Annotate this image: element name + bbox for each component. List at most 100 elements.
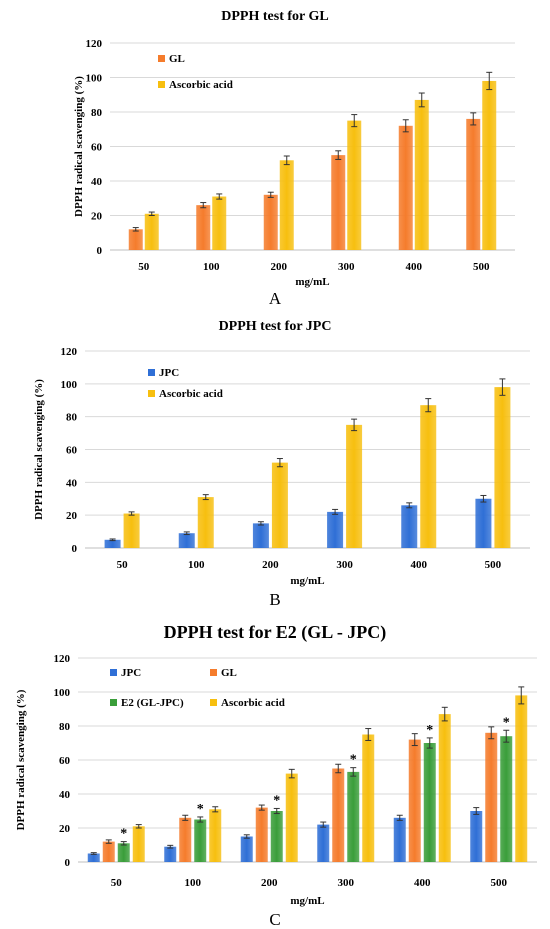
- chart-b-y-tick-label: 0: [72, 543, 78, 555]
- chart-b-y-axis-label: DPPH radical scavenging (%): [33, 379, 45, 520]
- legend-entry-label: Ascorbic acid: [221, 697, 285, 709]
- chart-c-y-tick-label: 0: [65, 857, 71, 869]
- chart-c-x-tick-label: 300: [338, 877, 355, 889]
- bar-ascorbic-acid-400: [420, 405, 437, 548]
- bar-gl-100: [196, 205, 211, 250]
- chart-b-svg: DPPH test for JPC 0 20 40 60 80 100 120 50 100 200…: [33, 319, 530, 609]
- chart-b-x-tick-label: 100: [188, 559, 205, 571]
- legend-entry-label: JPC: [159, 367, 179, 379]
- legend-swatch: [148, 390, 155, 397]
- bar-gl-500: [485, 732, 498, 862]
- chart-c-x-tick-label: 50: [111, 877, 123, 889]
- bar-ascorbic-acid-500: [494, 387, 511, 548]
- chart-c-svg: DPPH test for E2 (GL - JPC) 0 20 40 60 80 100 1…: [15, 622, 537, 929]
- bar-jpc-200: [240, 836, 253, 862]
- chart-a-x-tick-label: 400: [406, 261, 423, 273]
- chart-a-x-tick-label: 300: [338, 261, 355, 273]
- bar-e2-gl-jpc--200: [270, 811, 283, 862]
- bar-gl-300: [332, 768, 345, 862]
- bar-ascorbic-acid-300: [347, 120, 362, 250]
- chart-c-x-tick-label: 200: [261, 877, 278, 889]
- chart-b-x-axis-label: mg/mL: [290, 575, 324, 587]
- bar-ascorbic-acid-200: [279, 160, 294, 250]
- chart-b-y-tick-label: 120: [61, 346, 78, 358]
- significance-marker: *: [273, 793, 280, 808]
- bar-jpc-300: [327, 511, 344, 548]
- bar-gl-500: [466, 118, 481, 251]
- chart-c-y-tick-label: 120: [54, 653, 71, 665]
- chart-a-y-tick-label: 100: [86, 73, 103, 85]
- chart-c-y-tick-label: 40: [59, 789, 71, 801]
- legend-entry-label: GL: [169, 53, 185, 65]
- bar-gl-400: [408, 739, 421, 862]
- chart-c-x-tick-label: 100: [185, 877, 202, 889]
- chart-c-panel-label: C: [269, 910, 280, 929]
- chart-panel-a: DPPH test for GL 0 20 40 60 80 100 120 50 100 200 3…: [0, 0, 550, 310]
- chart-panel-c: DPPH test for E2 (GL - JPC) 0 20 40 60 80 100 1…: [0, 610, 550, 929]
- bar-ascorbic-acid-50: [144, 213, 159, 250]
- bar-e2-gl-jpc--400: [423, 743, 436, 862]
- chart-b-x-tick-label: 500: [485, 559, 502, 571]
- chart-b-title: DPPH test for JPC: [219, 319, 332, 334]
- legend-swatch: [158, 55, 165, 62]
- bar-ascorbic-acid-400: [414, 99, 429, 250]
- bar-e2-gl-jpc--300: [347, 771, 360, 862]
- significance-marker: *: [426, 723, 433, 738]
- bar-ascorbic-acid-400: [438, 714, 451, 862]
- bar-e2-gl-jpc--100: [194, 819, 207, 862]
- bar-ascorbic-acid-500: [482, 80, 497, 250]
- legend-entry-label: E2 (GL-JPC): [121, 697, 184, 709]
- bar-ascorbic-acid-100: [209, 809, 222, 862]
- chart-b-x-tick-label: 200: [262, 559, 279, 571]
- chart-c-y-tick-label: 80: [59, 721, 71, 733]
- chart-c-title: DPPH test for E2 (GL - JPC): [164, 622, 387, 643]
- legend-swatch: [110, 669, 117, 676]
- legend-swatch: [148, 369, 155, 376]
- chart-a-y-tick-label: 20: [91, 211, 103, 223]
- legend-entry-label: Ascorbic acid: [169, 79, 233, 91]
- legend-entry-label: GL: [221, 667, 237, 679]
- chart-b-x-tick-label: 50: [117, 559, 129, 571]
- chart-a-panel-label: A: [269, 289, 282, 308]
- bar-jpc-50: [87, 853, 100, 862]
- bar-jpc-100: [164, 846, 177, 862]
- bar-ascorbic-acid-200: [271, 462, 288, 548]
- bar-gl-50: [128, 229, 143, 250]
- bar-gl-200: [263, 194, 278, 250]
- chart-a-x-tick-label: 50: [138, 261, 150, 273]
- bar-gl-50: [102, 841, 115, 862]
- legend-entry-label: JPC: [121, 667, 141, 679]
- legend-swatch: [110, 699, 117, 706]
- bar-jpc-400: [401, 505, 418, 548]
- significance-marker: *: [350, 753, 357, 768]
- chart-b-y-tick-label: 100: [61, 379, 78, 391]
- chart-b-x-tick-label: 300: [336, 559, 353, 571]
- bar-gl-100: [179, 817, 192, 862]
- chart-a-title: DPPH test for GL: [221, 9, 328, 24]
- significance-marker: *: [197, 802, 204, 817]
- bar-jpc-100: [178, 533, 195, 548]
- chart-b-y-tick-label: 20: [66, 510, 78, 522]
- bar-ascorbic-acid-300: [346, 424, 363, 548]
- chart-c-y-tick-label: 20: [59, 823, 71, 835]
- chart-a-x-tick-label: 500: [473, 261, 490, 273]
- bar-ascorbic-acid-500: [515, 695, 528, 862]
- chart-c-y-tick-label: 100: [54, 687, 71, 699]
- bar-jpc-400: [393, 817, 406, 862]
- legend-entry-label: Ascorbic acid: [159, 388, 223, 400]
- bar-jpc-500: [470, 811, 483, 862]
- chart-c-y-tick-label: 60: [59, 755, 71, 767]
- chart-a-y-tick-label: 60: [91, 142, 103, 154]
- bar-ascorbic-acid-200: [285, 773, 298, 862]
- significance-marker: *: [120, 827, 127, 842]
- chart-a-x-tick-label: 100: [203, 261, 220, 273]
- legend-swatch: [210, 669, 217, 676]
- bar-ascorbic-acid-50: [132, 826, 145, 862]
- chart-c-x-tick-label: 500: [491, 877, 508, 889]
- chart-a-y-tick-label: 40: [91, 176, 103, 188]
- chart-b-panel-label: B: [269, 590, 280, 609]
- bar-gl-400: [398, 125, 413, 250]
- bar-gl-300: [331, 155, 346, 250]
- chart-c-x-tick-label: 400: [414, 877, 431, 889]
- chart-a-x-tick-label: 200: [271, 261, 288, 273]
